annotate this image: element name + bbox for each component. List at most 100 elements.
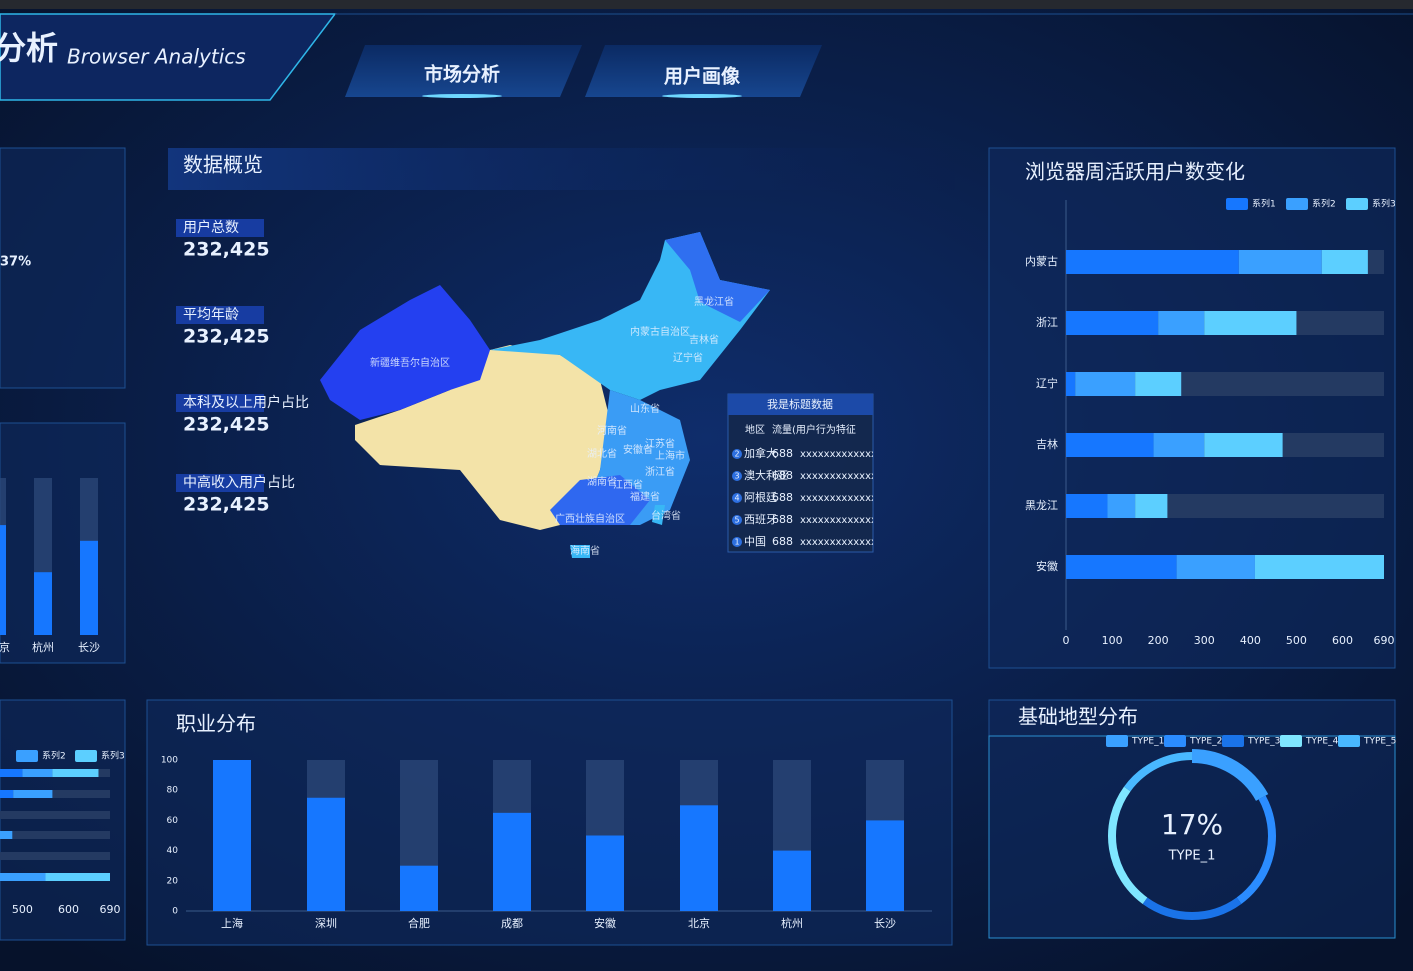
- map-label: 黑龙江省: [694, 295, 734, 308]
- region: [665, 232, 770, 322]
- table-cell: xxxxxxxxxxxxx: [800, 471, 877, 482]
- legend-swatch: [1164, 735, 1186, 747]
- top-strip: [0, 0, 1413, 9]
- donut-slice: [1142, 897, 1242, 920]
- bar-segment: [1135, 372, 1182, 396]
- legend-label: 系列3: [101, 750, 125, 762]
- table-bg: [727, 393, 874, 553]
- table-cell: 澳大利亚: [744, 468, 788, 482]
- x-tick-label: 500: [12, 903, 33, 916]
- tab[interactable]: [345, 45, 582, 97]
- stat-value: 232,425: [183, 494, 270, 516]
- y-tick-label: 100: [161, 756, 178, 766]
- tab-label: 用户画像: [664, 65, 741, 88]
- tab-glow: [422, 94, 502, 98]
- legend-swatch: [1346, 198, 1368, 210]
- legend-swatch: [1226, 198, 1248, 210]
- legend-swatch: [16, 750, 38, 762]
- bar-segment: [1135, 494, 1168, 518]
- section-title: 数据概览: [183, 153, 263, 177]
- bar: [680, 805, 718, 911]
- stat-value: 232,425: [183, 239, 270, 261]
- legend-label: TYPE_3: [1247, 737, 1280, 747]
- x-tick-label: 690: [1374, 634, 1395, 647]
- x-tick-label: 500: [1286, 634, 1307, 647]
- table-cell: 西班牙: [744, 513, 777, 526]
- page-subtitle: Browser Analytics: [67, 45, 246, 69]
- legend-label: TYPE_4: [1305, 737, 1339, 747]
- map-label: 安徽省: [623, 443, 653, 456]
- bar-segment: [0, 873, 46, 881]
- panel-frame: [988, 735, 1396, 939]
- table-cell: xxxxxxxxxxxxx: [800, 493, 877, 504]
- bar-segment: [22, 769, 53, 777]
- legend-swatch: [75, 750, 97, 762]
- x-tick-label: 杭州: [781, 916, 803, 930]
- bar-segment: [1066, 311, 1159, 335]
- legend-label: 系列2: [42, 750, 66, 762]
- x-tick-label: 长沙: [874, 917, 896, 930]
- bar: [400, 865, 438, 911]
- x-tick-label: 100: [1102, 634, 1123, 647]
- label-bg: [176, 474, 264, 492]
- chart-title: 浏览器周活跃用户数变化: [1025, 160, 1245, 184]
- legend-label: 系列1: [1252, 198, 1276, 210]
- map-label: 福建省: [630, 490, 660, 503]
- table-cell: xxxxxxxxxxxxx: [800, 537, 877, 548]
- chart-title: 职业分布: [176, 712, 256, 736]
- chart-title: 基础地型分布: [1018, 705, 1138, 729]
- bar-track: [0, 852, 110, 860]
- table-cell: 688: [772, 469, 793, 482]
- table-rank: 3: [734, 472, 739, 481]
- donut-slice: [1108, 786, 1148, 904]
- x-tick-label: 200: [1148, 634, 1169, 647]
- donut-label: TYPE_1: [1168, 849, 1216, 864]
- y-tick-label: 80: [167, 786, 179, 796]
- bar-segment: [0, 831, 13, 839]
- tab[interactable]: [585, 45, 822, 97]
- table-cell: 688: [772, 447, 793, 460]
- panel: [0, 147, 126, 389]
- legend-label: 系列2: [1312, 198, 1336, 210]
- bar-segment: [1158, 311, 1205, 335]
- bar-track: [0, 831, 110, 839]
- map-label: 江西省: [613, 478, 643, 491]
- label-bg: [176, 394, 264, 412]
- bar-track: [0, 790, 110, 798]
- x-tick-label: 300: [1194, 634, 1215, 647]
- table-rank: 4: [734, 494, 739, 503]
- bar-segment: [1321, 250, 1368, 274]
- stat-label: 本科及以上用户占比: [183, 394, 309, 411]
- x-tick-label: 成都: [501, 917, 523, 930]
- x-tick-label: 安徽: [594, 916, 616, 930]
- bar-segment: [1238, 250, 1322, 274]
- legend-swatch: [1286, 198, 1308, 210]
- bar: [773, 850, 811, 911]
- map-label: 江苏省: [645, 437, 675, 450]
- legend-label: 系列3: [1372, 198, 1396, 210]
- map-label: 吉林省: [689, 333, 719, 346]
- rank-badge: [732, 493, 742, 503]
- region: [570, 545, 590, 558]
- bar-segment: [1176, 555, 1255, 579]
- table-cell: 阿根廷: [744, 490, 777, 504]
- x-tick-label: 北京: [0, 640, 10, 654]
- map-label: 广西壮族自治区: [555, 512, 625, 525]
- rank-badge: [732, 449, 742, 459]
- y-tick-label: 60: [167, 816, 179, 826]
- panel: [146, 699, 953, 946]
- table-rank: 1: [734, 538, 739, 547]
- bar-segment: [1066, 555, 1177, 579]
- table-col: 地区: [745, 423, 765, 436]
- donut-slice: [1236, 795, 1276, 904]
- table-cell: 688: [772, 491, 793, 504]
- panel: [988, 699, 1396, 939]
- stat-label: 平均年龄: [183, 307, 239, 323]
- title-plate: [0, 13, 337, 101]
- map-label: 湖南省: [587, 475, 617, 488]
- x-tick-label: 北京: [688, 916, 710, 930]
- map-label: 新疆维吾尔自治区: [370, 356, 450, 369]
- stat-label: 中高收入用户占比: [183, 474, 295, 491]
- y-tick-label: 安徽: [1036, 559, 1058, 573]
- map-label: 山东省: [630, 402, 660, 415]
